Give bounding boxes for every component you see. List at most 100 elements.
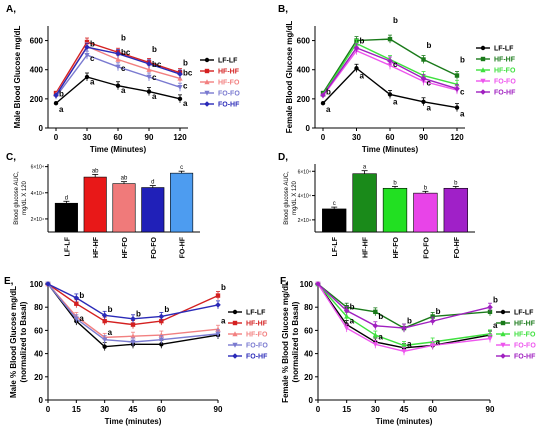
significance-letter: a	[460, 109, 465, 118]
data-point	[315, 281, 321, 287]
panel-label: F,	[280, 276, 288, 287]
x-axis-label: Time (minutes)	[376, 417, 433, 426]
data-point	[344, 325, 350, 331]
y-tick-label: 200	[297, 95, 311, 104]
data-point	[146, 89, 152, 94]
data-point	[454, 73, 460, 78]
x-tick-label: 120	[173, 133, 187, 142]
data-point	[344, 313, 350, 319]
significance-letter: ab	[121, 176, 128, 182]
data-point	[177, 96, 183, 102]
y-tick-label: 60	[304, 326, 313, 335]
x-axis-label: Time (Minutes)	[362, 145, 419, 154]
bar	[83, 176, 107, 233]
y-tick-label: 0	[39, 396, 44, 405]
series-lf-lf	[320, 63, 460, 112]
y-tick-label: 80	[304, 303, 313, 312]
data-point	[215, 302, 221, 308]
data-point	[84, 52, 90, 58]
data-point	[320, 92, 326, 99]
x-tick-label: HF-FO	[393, 236, 400, 258]
data-point	[146, 66, 152, 72]
y-tick-label: 600	[297, 37, 311, 46]
data-point	[401, 325, 407, 331]
legend-item: HF-HF	[228, 321, 268, 328]
x-tick-label: 45	[129, 405, 138, 414]
legend-item: HF-FO	[496, 331, 536, 339]
legend-label: FO-HF	[514, 354, 536, 361]
legend-item: HF-HF	[200, 69, 240, 76]
data-point	[487, 336, 493, 342]
panel-label: B,	[278, 4, 288, 15]
legend-item: HF-FO	[200, 79, 240, 87]
x-tick-label: LF-LF	[332, 236, 339, 256]
y-tick-label: 2×10⁴	[31, 217, 44, 223]
legend-label: FO-FO	[514, 343, 536, 350]
y-axis-label: Blood glucose AUC,	[14, 171, 20, 225]
data-point	[454, 85, 460, 92]
data-point	[130, 316, 136, 322]
data-point	[74, 301, 79, 306]
significance-letter: b	[360, 36, 365, 45]
bar	[170, 172, 194, 233]
series-line	[317, 283, 491, 352]
x-tick-label: FO-FO	[151, 236, 158, 258]
significance-letter: c	[427, 79, 432, 88]
legend-label: LF-LF	[494, 46, 514, 53]
x-tick-label: 0	[54, 133, 59, 142]
data-point	[158, 337, 164, 343]
data-point	[353, 45, 360, 51]
data-point	[130, 339, 136, 345]
significance-letter: b	[90, 39, 95, 48]
legend-item: LF-LF	[200, 58, 238, 65]
y-axis-label: Male % Blood Glucose mg/dL	[9, 286, 18, 398]
significance-letter: b	[183, 58, 188, 67]
significance-letter: bc	[183, 69, 193, 78]
data-point	[343, 307, 350, 314]
significance-letter: b	[424, 185, 428, 191]
bar-lf-lf: c LF-LF	[322, 201, 347, 256]
legend-label: LF-LF	[218, 58, 238, 65]
y-tick-label: 100	[300, 280, 314, 289]
data-point	[215, 331, 221, 337]
legend-marker	[500, 331, 506, 337]
x-tick-label: HF-FO	[122, 236, 129, 258]
significance-letter: a	[108, 328, 113, 337]
x-tick-label: 60	[386, 133, 395, 142]
bar	[112, 183, 136, 233]
significance-letter: bc	[121, 48, 131, 57]
legend-marker	[204, 90, 210, 96]
bar-lf-lf: d LF-LF	[54, 195, 78, 256]
data-point	[177, 71, 183, 77]
significance-letter: a	[427, 104, 432, 113]
bar-fo-hf: b FO-HF	[443, 180, 468, 258]
legend-label: FO-FO	[494, 79, 516, 86]
significance-letter: c	[460, 87, 465, 96]
data-point	[401, 349, 407, 355]
significance-letter: a	[363, 165, 367, 171]
legend-label: FO-HF	[494, 90, 516, 97]
data-point	[387, 36, 393, 42]
data-point	[45, 281, 51, 287]
legend-label: FO-HF	[218, 102, 240, 109]
x-tick-label: 0	[321, 133, 326, 142]
x-tick-label: 90	[486, 405, 495, 414]
legend-marker	[480, 89, 486, 95]
series-line	[317, 283, 491, 329]
data-point	[177, 85, 183, 90]
legend-label: HF-HF	[218, 69, 240, 76]
y-axis-label-line2: mg/dL X 120	[22, 180, 28, 214]
legend-marker	[480, 56, 486, 62]
y-tick-label: 60	[34, 326, 43, 335]
legend-item: LF-LF	[228, 310, 266, 317]
panel-label: C,	[6, 152, 16, 163]
significance-letter: b	[378, 312, 383, 321]
significance-letter: a	[326, 105, 331, 114]
data-point	[215, 293, 221, 298]
significance-letter: b	[221, 283, 226, 292]
x-axis-label: Time (Minutes)	[90, 145, 147, 154]
y-axis-label-line2: mg/dL X 120	[292, 180, 298, 214]
legend-label: HF-FO	[514, 332, 536, 339]
data-point	[372, 322, 379, 329]
